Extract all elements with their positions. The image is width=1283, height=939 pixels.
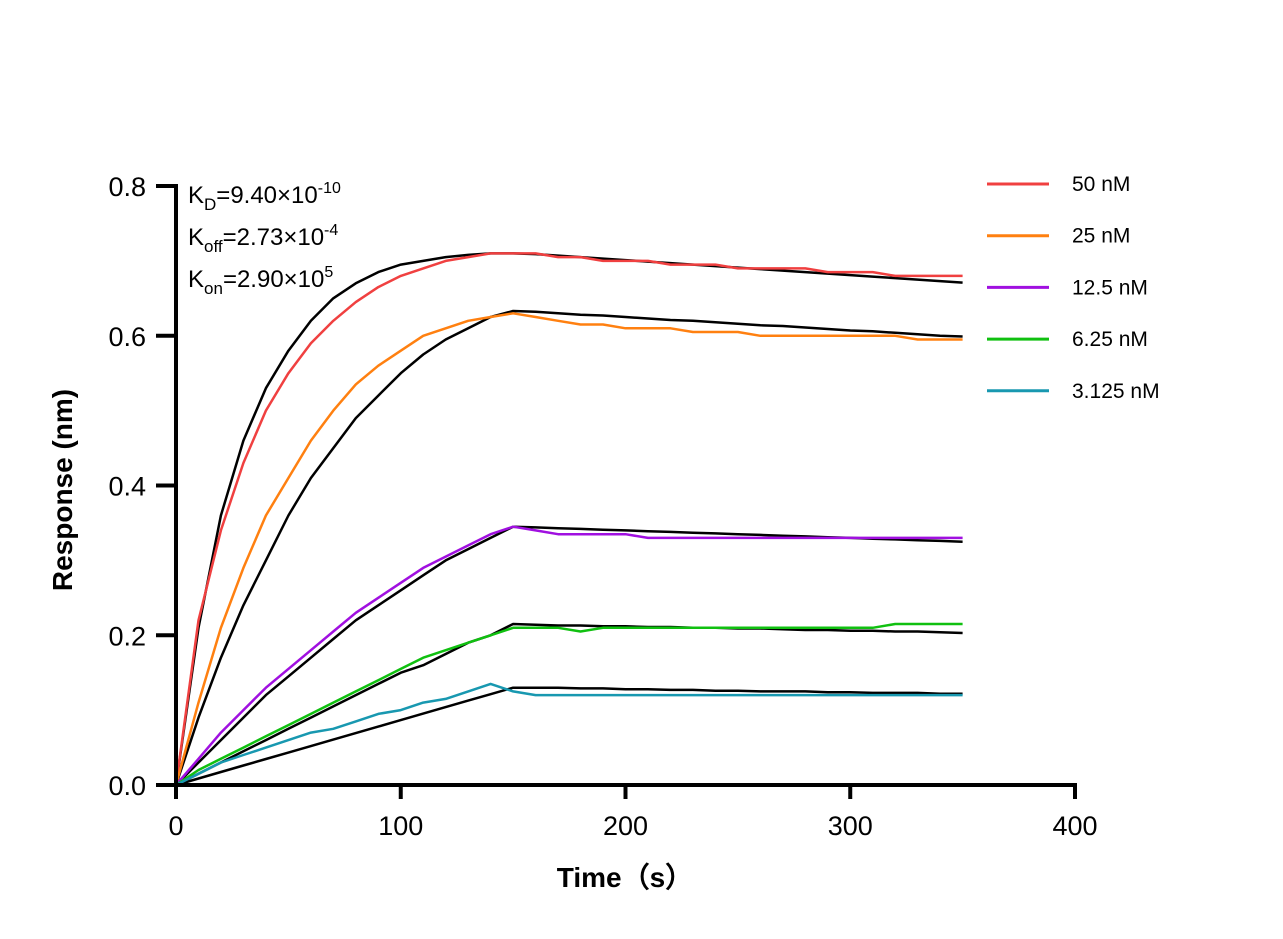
x-tick-label: 400 <box>1052 811 1097 841</box>
koff-annotation: Koff=2.73×10-4 <box>188 222 338 256</box>
fit-curves <box>174 252 963 787</box>
x-axis-label: Time（s） <box>557 861 693 893</box>
series-line-4 <box>175 682 963 787</box>
x-tick-label: 100 <box>378 811 423 841</box>
fit-line-1 <box>174 309 963 786</box>
y-tick-label: 0.6 <box>108 322 146 352</box>
kinetics-annotations: KD=9.40×10-10 Koff=2.73×10-4 Kon=2.90×10… <box>188 180 341 298</box>
legend-label: 6.25 nM <box>1072 328 1148 351</box>
series-line-1 <box>174 312 963 786</box>
legend-label: 25 nM <box>1072 225 1130 248</box>
x-tick-label: 300 <box>828 811 873 841</box>
x-tick-label: 200 <box>603 811 648 841</box>
legend-label: 50 nM <box>1072 173 1130 196</box>
y-tick-label: 0.4 <box>108 472 146 502</box>
axes: 0 100 200 300 400 0.0 0.2 0.4 0.6 0.8 <box>108 172 1097 841</box>
kd-annotation: KD=9.40×10-10 <box>188 180 341 214</box>
y-axis-label: Response (nm) <box>47 389 78 591</box>
legend-label: 12.5 nM <box>1072 276 1148 299</box>
legend: 50 nM 25 nM 12.5 nM 6.25 nM 3.125 nM <box>987 173 1160 403</box>
fit-line-2 <box>175 525 963 786</box>
series-line-0 <box>174 252 963 786</box>
y-tick-label: 0.0 <box>108 771 146 801</box>
kon-annotation: Kon=2.90×105 <box>188 264 333 298</box>
fit-line-4 <box>175 686 963 787</box>
fit-line-3 <box>175 622 963 787</box>
series-line-2 <box>175 525 963 786</box>
data-series <box>174 252 963 787</box>
y-tick-label: 0.2 <box>108 621 146 651</box>
fit-line-0 <box>174 252 963 786</box>
x-tick-label: 0 <box>168 811 183 841</box>
legend-label: 3.125 nM <box>1072 380 1160 403</box>
y-tick-label: 0.8 <box>108 172 146 202</box>
series-line-3 <box>175 622 963 787</box>
